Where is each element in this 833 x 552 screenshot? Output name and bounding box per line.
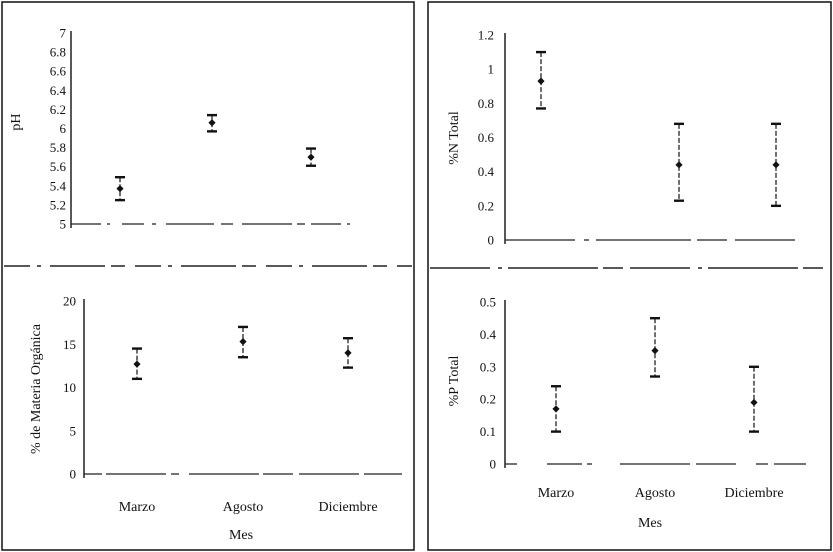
x-tick-label: Marzo — [538, 486, 575, 501]
y-tick-label: 0.4 — [480, 327, 497, 342]
y-tick-label: 6.6 — [50, 64, 67, 79]
x-tick-label: Agosto — [223, 500, 263, 515]
x-tick-label: Diciembre — [724, 486, 783, 501]
y-tick-label: 15 — [63, 337, 76, 352]
mean-point — [675, 161, 683, 169]
y-tick-label: 0.2 — [480, 392, 496, 407]
y-axis-label: %P Total — [447, 356, 462, 407]
mean-point — [116, 185, 124, 193]
y-tick-label: 7 — [60, 26, 67, 41]
y-tick-label: 1.2 — [478, 28, 494, 43]
y-tick-label: 6.2 — [50, 102, 66, 117]
x-tick-label: Agosto — [635, 486, 675, 501]
y-axis-label: pH — [9, 113, 24, 130]
mean-point — [750, 398, 758, 407]
y-tick-label: 5.6 — [50, 159, 67, 174]
y-tick-label: 0 — [488, 233, 495, 248]
y-tick-label: 5 — [70, 423, 77, 438]
y-tick-label: 0.4 — [478, 164, 495, 179]
chart-n-total: %N Total 1.2 1 0.8 0.6 0.4 0.2 0 — [447, 28, 800, 248]
mean-point — [537, 77, 545, 85]
y-tick-label: 0 — [70, 467, 77, 482]
x-axis-label: Mes — [638, 516, 662, 531]
y-tick-label: 0.2 — [478, 198, 494, 213]
y-tick-label: 5.2 — [50, 197, 66, 212]
mean-point — [344, 349, 352, 357]
y-tick-label: 5.8 — [50, 140, 66, 155]
right-frame — [427, 1, 832, 551]
y-tick-label: 6 — [60, 121, 67, 136]
mean-point — [133, 360, 141, 368]
x-axis-label: Mes — [229, 528, 253, 543]
mean-point — [208, 119, 216, 127]
y-tick-label: 6.8 — [50, 45, 66, 60]
left-frame — [1, 1, 415, 551]
mean-point — [772, 161, 780, 169]
x-tick-label: Marzo — [119, 500, 156, 515]
chart-materia-organica: % de Materia Orgánica Mes 20 15 10 5 0 Marzo A… — [29, 294, 402, 543]
chart-p-total: %P Total Mes 0.5 0.4 0.3 0.2 0.1 0 Marzo Agosto… — [447, 295, 806, 531]
y-tick-label: 0.8 — [478, 96, 494, 111]
mean-point — [307, 153, 315, 161]
mean-point — [239, 338, 247, 346]
x-tick-label: Diciembre — [318, 500, 377, 515]
y-tick-label: 0 — [490, 457, 497, 472]
y-tick-label: 20 — [63, 294, 76, 309]
y-axis-label: % de Materia Orgánica — [29, 323, 44, 454]
y-tick-label: 0.5 — [480, 295, 496, 310]
y-tick-label: 5.4 — [50, 178, 67, 193]
chart-ph: pH 7 6.8 6.6 6.4 6.2 6 5.8 5.6 5.4 5.2 5 — [9, 26, 362, 232]
y-tick-label: 0.1 — [480, 424, 496, 439]
y-axis-label: %N Total — [447, 111, 462, 165]
mean-point — [552, 405, 560, 413]
y-tick-label: 10 — [63, 380, 76, 395]
y-tick-label: 0.3 — [480, 359, 496, 374]
y-tick-label: 5 — [60, 217, 67, 232]
y-tick-label: 6.4 — [50, 83, 67, 98]
mean-point — [651, 347, 659, 355]
y-tick-label: 1 — [488, 62, 495, 77]
y-tick-label: 0.6 — [478, 130, 495, 145]
